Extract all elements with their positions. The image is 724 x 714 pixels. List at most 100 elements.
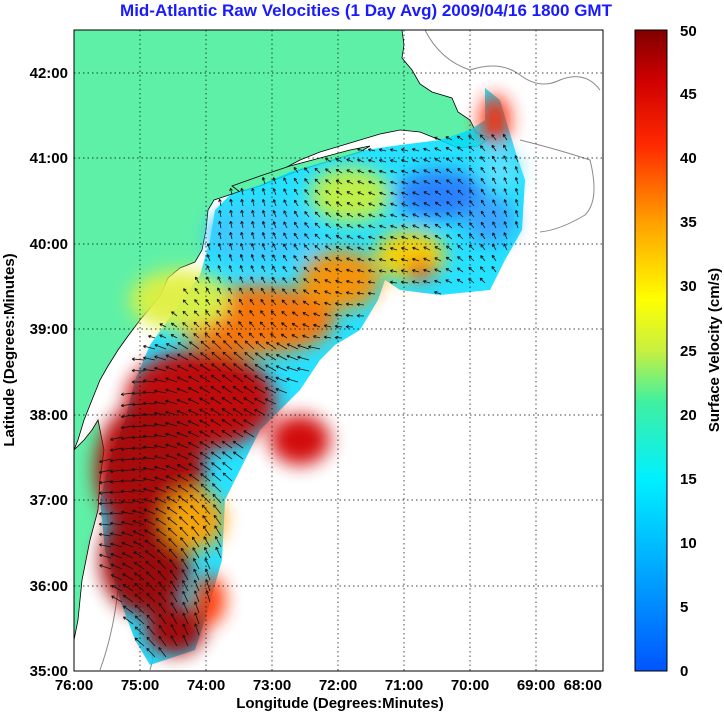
- velocity-arrow: [222, 363, 233, 372]
- velocity-arrow: [491, 265, 497, 273]
- velocity-arrow: [169, 569, 178, 581]
- velocity-arrow: [434, 246, 442, 251]
- velocity-arrow: [120, 436, 134, 441]
- velocity-arrow: [218, 231, 222, 240]
- velocity-arrow: [131, 413, 145, 418]
- velocity-arrow: [469, 222, 475, 229]
- velocity-arrow: [243, 374, 255, 383]
- velocity-arrow: [261, 243, 266, 251]
- velocity-arrow: [345, 313, 354, 318]
- velocity-arrow: [314, 189, 321, 196]
- velocity-arrow: [98, 501, 112, 506]
- velocity-arrow: [176, 442, 189, 449]
- velocity-arrow: [121, 531, 134, 537]
- velocity-arrow: [390, 169, 398, 174]
- velocity-arrow: [189, 494, 200, 504]
- velocity-arrow: [183, 288, 189, 295]
- velocity-arrow: [503, 243, 508, 251]
- velocity-arrow: [229, 231, 233, 240]
- velocity-arrow: [434, 290, 442, 295]
- velocity-arrow: [200, 473, 211, 482]
- velocity-arrow: [131, 467, 145, 472]
- velocity-arrow: [503, 177, 508, 185]
- velocity-arrow: [166, 506, 178, 515]
- velocity-arrow: [142, 423, 156, 428]
- velocity-arrow: [514, 199, 519, 207]
- velocity-arrow: [187, 431, 200, 438]
- velocity-arrow: [367, 291, 376, 296]
- velocity-arrow: [389, 258, 398, 262]
- velocity-arrow: [134, 583, 145, 592]
- velocity-arrow: [206, 265, 211, 273]
- velocity-arrow: [304, 200, 310, 207]
- velocity-arrow: [304, 211, 310, 218]
- velocity-arrow: [379, 191, 387, 196]
- velocity-arrow: [176, 464, 189, 471]
- velocity-arrow: [302, 300, 310, 306]
- velocity-arrow: [379, 246, 387, 251]
- velocity-arrow: [250, 254, 255, 262]
- velocity-arrow: [313, 301, 321, 306]
- velocity-arrow: [457, 245, 464, 251]
- velocity-arrow: [456, 278, 464, 284]
- velocity-arrow: [434, 179, 442, 185]
- velocity-arrow: [199, 462, 211, 471]
- velocity-arrow: [275, 376, 288, 383]
- velocity-arrow: [401, 158, 409, 163]
- velocity-arrow: [132, 530, 145, 537]
- velocity-arrow: [480, 199, 486, 207]
- velocity-arrow: [379, 213, 387, 218]
- velocity-arrow: [346, 246, 354, 251]
- velocity-arrow: [412, 180, 420, 185]
- velocity-arrow: [346, 213, 354, 218]
- velocity-arrow: [334, 335, 343, 340]
- velocity-arrow: [170, 635, 178, 647]
- x-tick-label: 76:00: [55, 677, 93, 694]
- velocity-arrow: [131, 357, 145, 361]
- velocity-arrow: [142, 434, 156, 439]
- velocity-arrow: [199, 408, 211, 416]
- velocity-arrow: [357, 257, 365, 262]
- velocity-arrow: [110, 553, 123, 559]
- velocity-arrow: [217, 254, 222, 262]
- velocity-arrow: [205, 590, 211, 603]
- velocity-arrow: [323, 335, 332, 340]
- velocity-arrow: [270, 321, 277, 328]
- velocity-arrow: [228, 265, 233, 273]
- velocity-arrow: [357, 202, 365, 207]
- y-tick-label: 38:00: [30, 407, 68, 424]
- velocity-arrow: [109, 469, 123, 474]
- velocity-arrow: [401, 213, 409, 218]
- velocity-arrow: [456, 267, 464, 273]
- velocity-arrow: [211, 483, 222, 493]
- velocity-arrow: [181, 333, 189, 339]
- velocity-arrow: [445, 245, 453, 251]
- velocity-arrow: [170, 580, 178, 592]
- velocity-arrow: [143, 344, 156, 350]
- velocity-arrow: [335, 158, 343, 163]
- velocity-arrow: [110, 447, 123, 452]
- velocity-vectors: [98, 133, 519, 658]
- velocity-arrow: [205, 298, 211, 306]
- velocity-arrow: [191, 526, 200, 537]
- velocity-arrow: [357, 158, 365, 163]
- velocity-arrow: [145, 550, 156, 559]
- velocity-arrow: [411, 280, 420, 284]
- velocity-arrow: [154, 476, 167, 482]
- velocity-arrow: [480, 232, 486, 240]
- velocity-arrow: [216, 309, 222, 317]
- velocity-arrow: [177, 353, 189, 361]
- velocity-arrow: [109, 458, 123, 463]
- velocity-arrow: [271, 288, 277, 295]
- velocity-arrow: [206, 254, 211, 262]
- velocity-arrow: [99, 469, 112, 474]
- velocity-arrow: [325, 234, 332, 240]
- velocity-arrow: [178, 516, 189, 526]
- colorbar-tick-label: 20: [680, 407, 697, 424]
- velocity-arrow: [154, 366, 167, 372]
- velocity-arrow: [368, 180, 376, 185]
- velocity-arrow: [379, 202, 387, 207]
- velocity-arrow: [335, 212, 343, 218]
- velocity-arrow: [492, 188, 497, 196]
- y-tick-label: 42:00: [30, 65, 68, 82]
